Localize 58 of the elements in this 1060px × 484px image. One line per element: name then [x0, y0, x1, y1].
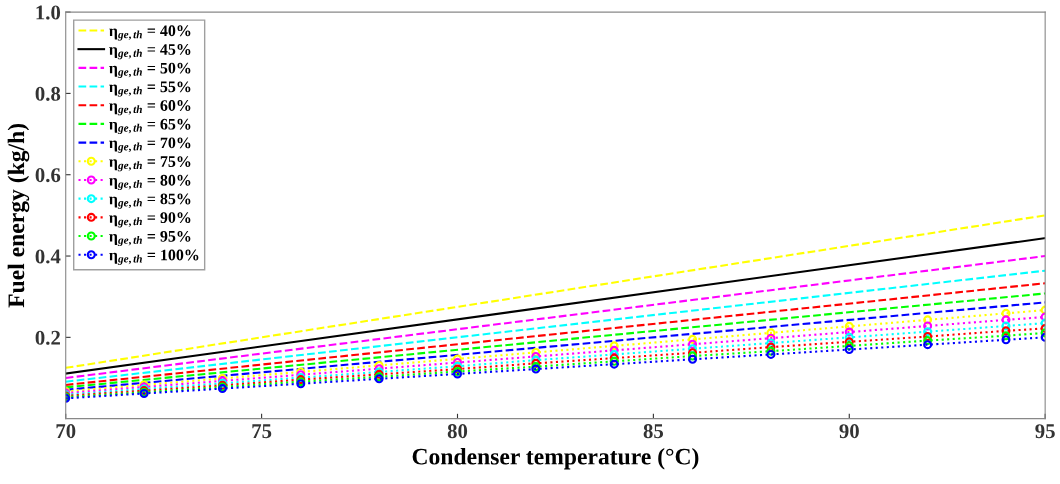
point	[923, 315, 933, 325]
x-tick-label: 90	[839, 424, 859, 439]
point	[609, 341, 619, 351]
point	[1001, 321, 1011, 331]
point	[688, 339, 698, 349]
point	[844, 327, 854, 337]
legend-label: η$_{ge,th}$ = 95%	[109, 230, 191, 247]
point	[1001, 315, 1011, 325]
legend-label: η$_{ge,th}$ = 90%	[109, 212, 191, 228]
point	[531, 347, 541, 357]
x-tick-label: 95	[1035, 424, 1055, 439]
point	[452, 354, 463, 364]
legend-label: η$_{ge,th}$ = 75%	[109, 156, 191, 172]
point	[609, 349, 619, 359]
legend-label: η$_{ge,th}$ = 50%	[109, 62, 191, 78]
point	[766, 338, 776, 348]
x-axis-title: Condenser temperature (°C)	[412, 447, 699, 470]
x-tick-label: 75	[252, 424, 272, 439]
point	[766, 342, 776, 352]
point	[766, 333, 776, 343]
legend-label: η$_{ge,th}$ = 60%	[109, 100, 191, 116]
point	[844, 321, 854, 331]
y-tick-label: 0.4	[35, 249, 61, 264]
point	[923, 340, 933, 350]
legend-label: η$_{ge,th}$ = 55%	[109, 81, 191, 97]
legend-label: η$_{ge,th}$ = 70%	[109, 137, 191, 153]
point	[688, 344, 698, 354]
legend-label: η$_{ge,th}$ = 100%	[109, 249, 199, 265]
legend-label: η$_{ge,th}$ = 85%	[109, 193, 191, 209]
point	[923, 321, 933, 331]
point	[923, 332, 933, 342]
point	[531, 351, 541, 361]
point	[844, 332, 854, 342]
y-tick-label: 0.8	[35, 86, 61, 101]
y-tick-label: 0.6	[35, 168, 61, 183]
y-tick-label: 1.0	[36, 5, 61, 20]
legend-label: η$_{ge,th}$ = 45%	[109, 44, 191, 60]
legend-label: η$_{ge,th}$ = 40%	[109, 25, 191, 41]
point	[844, 345, 854, 355]
x-tick-label: 85	[643, 424, 664, 439]
point	[1001, 326, 1011, 336]
point	[1001, 308, 1011, 318]
point	[609, 345, 619, 355]
point	[844, 341, 854, 351]
y-tick-label: 0.2	[35, 330, 60, 345]
point	[1001, 331, 1011, 341]
point	[374, 360, 384, 370]
x-tick-label: 80	[447, 424, 468, 439]
legend-label: η$_{ge,th}$ = 80%	[109, 174, 191, 191]
y-axis-title: Fuel energy (kg/h)	[7, 123, 30, 308]
point	[688, 334, 698, 344]
point	[923, 336, 933, 346]
point	[844, 337, 854, 347]
legend-label: η$_{ge,th}$ = 65%	[109, 118, 191, 134]
point	[1001, 335, 1011, 345]
point	[766, 328, 776, 338]
x-tick-label: 70	[56, 424, 76, 439]
point	[923, 327, 933, 337]
